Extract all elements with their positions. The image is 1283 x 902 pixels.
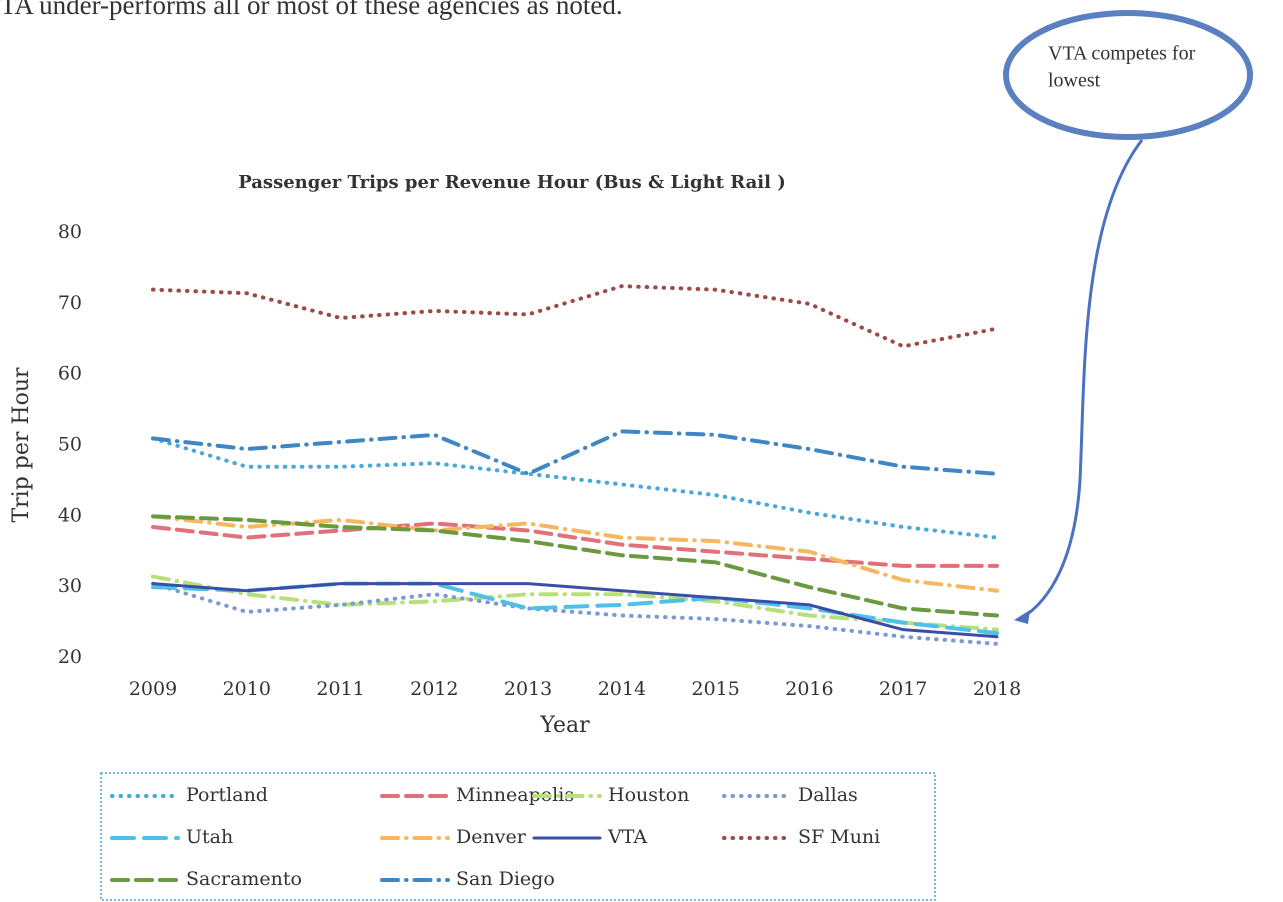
x-tick-label: 2014: [598, 678, 646, 700]
y-tick-label: 50: [58, 434, 82, 456]
legend-label: San Diego: [456, 868, 555, 890]
legend-label: SF Muni: [798, 826, 880, 848]
legend-label: Denver: [456, 826, 527, 848]
callout-bubble: [1003, 10, 1253, 140]
line-series: [151, 574, 999, 632]
callout-text: VTA competes for: [1048, 43, 1196, 65]
legend-label: VTA: [607, 826, 647, 848]
x-tick-label: 2009: [129, 678, 177, 700]
legend-label: Portland: [186, 784, 268, 806]
line-series: [151, 581, 999, 636]
y-axis-label: Trip per Hour: [9, 367, 34, 523]
line-series: [151, 521, 999, 568]
x-tick-label: 2018: [973, 678, 1021, 700]
line-series: [151, 581, 999, 646]
x-tick-label: 2011: [316, 678, 364, 700]
x-tick-label: 2017: [879, 678, 927, 700]
line-series: [151, 514, 999, 593]
x-axis-label: Year: [539, 713, 590, 738]
callout-text: lowest: [1048, 70, 1101, 92]
caption: TA under-performs all or most of these a…: [0, 0, 623, 20]
y-tick-label: 30: [58, 575, 82, 597]
x-tick-label: 2013: [504, 678, 552, 700]
y-tick-label: 40: [58, 504, 82, 526]
y-tick-label: 20: [58, 646, 82, 668]
x-tick-label: 2015: [691, 678, 739, 700]
x-tick-label: 2010: [223, 678, 271, 700]
legend-label: Houston: [608, 784, 689, 806]
legend-label: Minneapolis: [456, 784, 574, 806]
legend-label: Utah: [186, 826, 233, 848]
y-tick-label: 60: [58, 363, 82, 385]
line-series: [151, 436, 999, 540]
arrow-head: [1014, 610, 1030, 624]
x-tick-label: 2016: [785, 678, 833, 700]
chart-title: Passenger Trips per Revenue Hour (Bus & …: [238, 172, 786, 193]
y-tick-label: 80: [58, 221, 82, 243]
line-series: [151, 284, 999, 349]
x-tick-label: 2012: [410, 678, 458, 700]
line-series: [151, 582, 999, 639]
line-series: [151, 514, 999, 618]
line-series: [151, 429, 999, 477]
legend-label: Sacramento: [186, 868, 302, 890]
legend-label: Dallas: [798, 784, 858, 806]
callout-arrow: [1021, 139, 1144, 620]
legend-box: [100, 772, 936, 901]
y-tick-label: 70: [58, 292, 82, 314]
